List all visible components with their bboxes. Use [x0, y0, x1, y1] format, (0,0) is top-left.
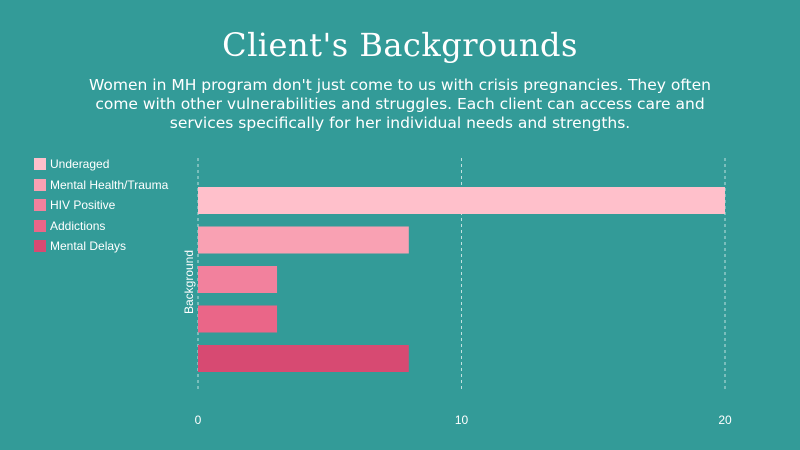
legend-label: Addictions — [50, 218, 106, 233]
legend-label: Mental Health/Trauma — [50, 177, 169, 192]
chart-title: Client's Backgrounds — [222, 26, 578, 64]
x-tick-label: 0 — [195, 413, 202, 427]
x-tick-label: 10 — [455, 413, 469, 427]
x-tick-label: 20 — [718, 413, 732, 427]
bar-addictions — [198, 305, 278, 333]
legend-swatch — [34, 178, 46, 191]
legend-swatch — [34, 158, 46, 171]
bar-mental-health-trauma — [198, 226, 409, 254]
legend-item: Underaged — [34, 154, 168, 175]
legend-item: Addictions — [34, 216, 168, 237]
legend-item: Mental Health/Trauma — [34, 175, 168, 196]
y-axis-label: Background — [182, 250, 196, 314]
bar-mental-delays — [198, 345, 409, 372]
legend-item: HIV Positive — [34, 195, 168, 216]
bar-hiv-positive — [198, 266, 278, 293]
chart-subtitle: Women in MH program don't just come to u… — [88, 76, 711, 132]
chart-legend: Underaged Mental Health/Trauma HIV Positiv… — [34, 154, 168, 257]
bar-underaged — [198, 187, 725, 214]
legend-label: Underaged — [50, 157, 110, 172]
legend-swatch — [34, 199, 46, 212]
legend-label: Mental Delays — [50, 239, 127, 254]
legend-swatch — [34, 219, 46, 232]
legend-label: HIV Positive — [50, 198, 116, 213]
legend-swatch — [34, 240, 46, 253]
legend-item: Mental Delays — [34, 236, 168, 257]
